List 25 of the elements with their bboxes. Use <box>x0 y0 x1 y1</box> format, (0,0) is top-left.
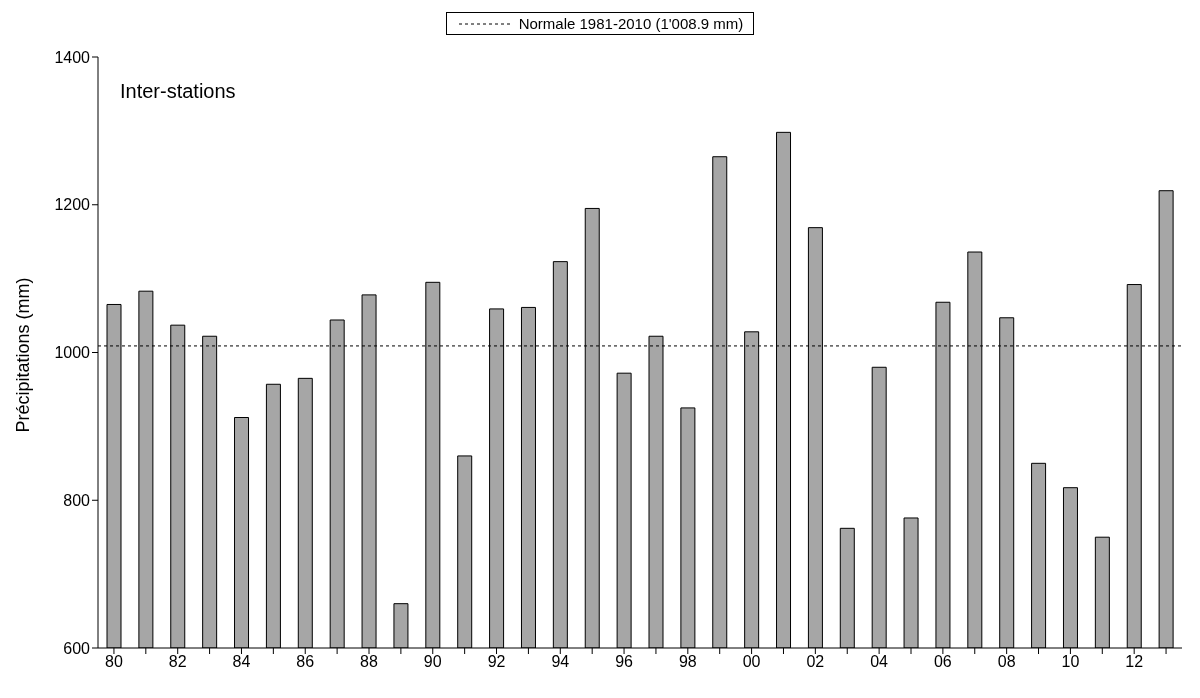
x-tick-label: 84 <box>232 653 251 671</box>
y-tick-label: 600 <box>63 639 91 657</box>
y-tick-label: 1400 <box>54 48 91 66</box>
x-tick-label: 90 <box>423 653 442 671</box>
y-axis-title: Précipitations (mm) <box>13 277 34 433</box>
x-tick-label: 10 <box>1061 653 1080 671</box>
x-tick-label: 82 <box>168 653 187 671</box>
x-tick-label: 96 <box>615 653 634 671</box>
legend-label: Normale 1981-2010 (1'008.9 mm) <box>518 15 744 32</box>
x-tick-label: 12 <box>1125 653 1144 671</box>
x-tick-label: 04 <box>870 653 889 671</box>
x-tick-label: 02 <box>806 653 825 671</box>
y-tick-label: 1000 <box>54 344 91 362</box>
x-tick-label: 86 <box>296 653 315 671</box>
y-tick-label: 1200 <box>54 196 91 214</box>
x-tick-label: 98 <box>678 653 697 671</box>
x-tick-label: 06 <box>933 653 952 671</box>
x-tick-label: 94 <box>551 653 570 671</box>
x-tick-label: 80 <box>105 653 123 671</box>
y-tick-label: 800 <box>63 491 91 509</box>
annotation: Inter-stations <box>120 80 236 103</box>
x-tick-label: 00 <box>742 653 761 671</box>
x-tick-label: 88 <box>360 653 378 671</box>
x-tick-label: 92 <box>487 653 506 671</box>
x-tick-label: 08 <box>997 653 1016 671</box>
